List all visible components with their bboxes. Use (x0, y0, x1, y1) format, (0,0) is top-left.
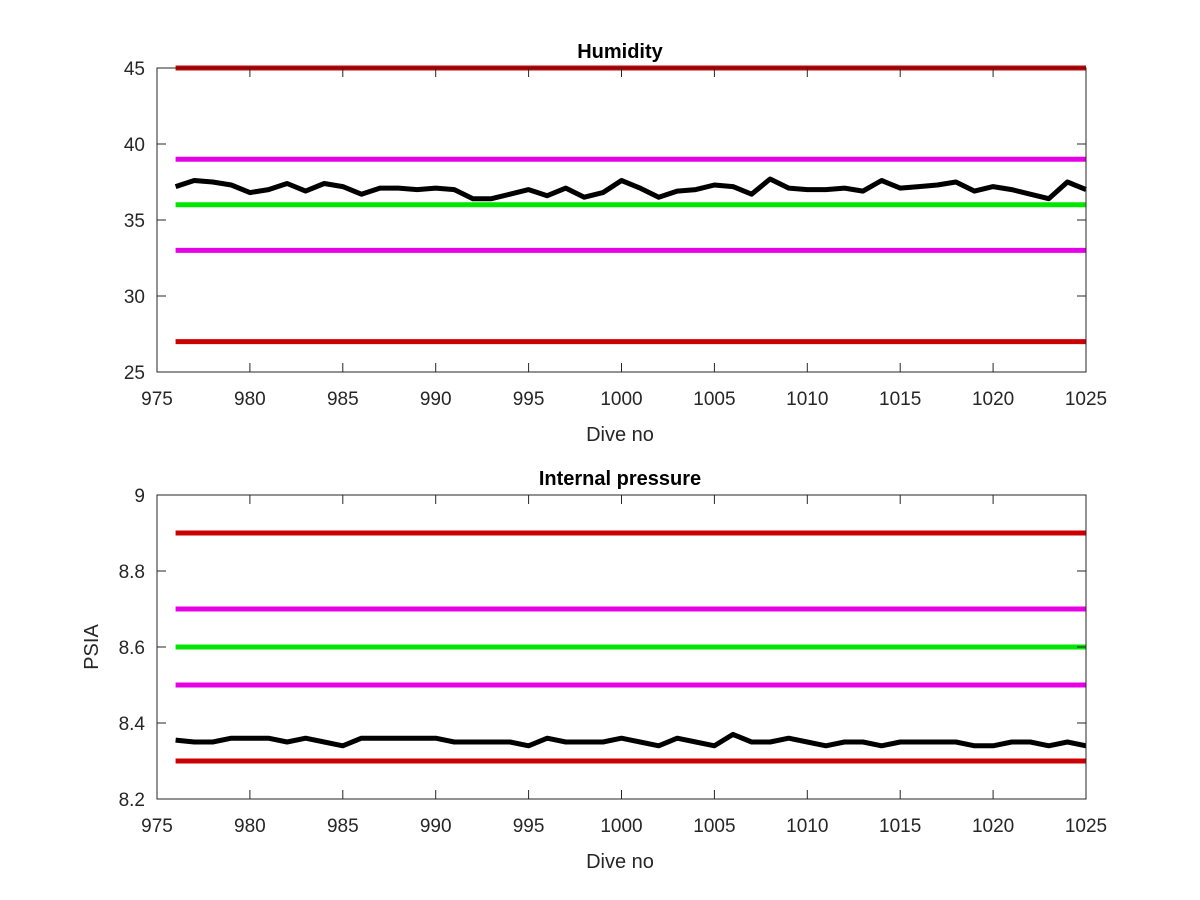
y-tick-label: 9 (134, 486, 145, 507)
axis-ticks: 975 980 985 990 995 1000 1005 1010 1015 1020 1025 8… (119, 486, 1108, 837)
x-tick-label: 990 (420, 389, 452, 410)
x-tick-label: 995 (513, 389, 545, 410)
x-tick-label: 1025 (1065, 389, 1107, 410)
plot-title: Humidity (577, 41, 663, 63)
y-tick-label: 30 (124, 287, 145, 308)
x-tick-label: 1025 (1065, 816, 1107, 837)
x-tick-label: 1005 (693, 816, 735, 837)
y-tick-label: 40 (124, 135, 145, 156)
x-tick-label: 1020 (972, 389, 1014, 410)
x-tick-label: 990 (420, 816, 452, 837)
data-series (174, 176, 1087, 202)
plot-title: Internal pressure (539, 468, 701, 490)
y-tick-label: 45 (124, 59, 145, 80)
reference-lines (175, 530, 1086, 764)
reference-lines (175, 65, 1086, 345)
x-axis-label: Dive no (586, 424, 654, 446)
data-series (175, 731, 1087, 749)
axis-ticks: 975 980 985 990 995 1000 1005 1010 1015 1020 1025 2… (124, 59, 1107, 410)
x-tick-label: 1010 (786, 816, 828, 837)
y-axis-label: PSIA (81, 624, 103, 670)
x-tick-label: 975 (141, 389, 173, 410)
y-tick-label: 35 (124, 211, 145, 232)
y-tick-label: 8.8 (119, 562, 145, 583)
x-tick-label: 1020 (972, 816, 1014, 837)
series-line (174, 176, 1087, 202)
x-axis-label: Dive no (586, 851, 654, 873)
x-tick-label: 985 (327, 816, 359, 837)
y-tick-label: 8.2 (119, 790, 145, 811)
x-tick-label: 995 (513, 816, 545, 837)
x-tick-label: 985 (327, 389, 359, 410)
axes-box (156, 67, 1087, 373)
x-tick-label: 980 (234, 816, 266, 837)
y-tick-label: 8.6 (119, 638, 145, 659)
x-tick-label: 975 (141, 816, 173, 837)
humidity-plot: Humidity Dive no 975 980 985 990 995 1000 1005… (124, 41, 1107, 446)
y-tick-label: 25 (124, 363, 145, 384)
y-tick-label: 8.4 (119, 714, 146, 735)
x-tick-label: 1015 (879, 816, 921, 837)
x-tick-label: 980 (234, 389, 266, 410)
internal-pressure-plot: Internal pressure Dive no PSIA 975 980 985… (81, 468, 1107, 873)
series-line (175, 731, 1087, 749)
x-tick-label: 1010 (786, 389, 828, 410)
x-tick-label: 1005 (693, 389, 735, 410)
x-tick-label: 1015 (879, 389, 921, 410)
x-tick-label: 1000 (600, 816, 642, 837)
x-tick-label: 1000 (600, 389, 642, 410)
